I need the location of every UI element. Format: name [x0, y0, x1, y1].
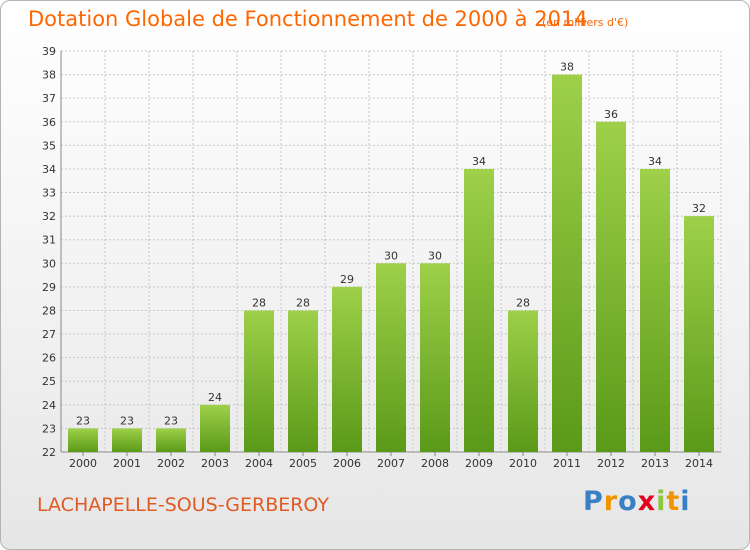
proxiti-letter: P — [583, 486, 604, 517]
x-tick-label-2013: 2013 — [641, 457, 669, 470]
proxiti-letter: i — [656, 486, 667, 517]
x-tick-label-2003: 2003 — [201, 457, 229, 470]
y-tick-label: 31 — [42, 234, 56, 247]
bar-2007 — [376, 263, 406, 452]
y-tick-label: 32 — [42, 210, 56, 223]
bar-2004 — [244, 310, 274, 452]
value-label-2013: 34 — [648, 155, 662, 168]
labels: 23 23 23 24 28 28 29 30 30 34 28 38 36 34 32 — [76, 61, 706, 428]
proxiti-letter: i — [680, 486, 691, 517]
bar-2000 — [68, 428, 98, 452]
y-tick-label: 28 — [42, 304, 56, 317]
y-tick-label: 35 — [42, 139, 56, 152]
y-tick-label: 39 — [42, 45, 56, 58]
x-tick-label-2008: 2008 — [421, 457, 449, 470]
x-tick-label-2012: 2012 — [597, 457, 625, 470]
value-label-2010: 28 — [516, 296, 530, 309]
bars — [68, 74, 714, 453]
chart-title: Dotation Globale de Fonctionnement de 20… — [28, 7, 588, 31]
bar-2008 — [420, 263, 450, 452]
bar-2002 — [156, 428, 186, 452]
value-label-2011: 38 — [560, 61, 574, 74]
y-tick-label: 23 — [42, 422, 56, 435]
x-tick-label-2000: 2000 — [69, 457, 97, 470]
y-tick-label: 27 — [42, 328, 56, 341]
y-tick-label: 29 — [42, 281, 56, 294]
y-tick-label: 24 — [42, 399, 56, 412]
y-tick-label: 34 — [42, 163, 56, 176]
proxiti-letter: t — [666, 486, 681, 517]
value-label-2004: 28 — [252, 296, 266, 309]
value-label-2000: 23 — [76, 414, 90, 427]
x-tick-label-2007: 2007 — [377, 457, 405, 470]
value-label-2001: 23 — [120, 414, 134, 427]
y-tick-label: 33 — [42, 187, 56, 200]
y-tick-label: 37 — [42, 92, 56, 105]
x-tick-label-2001: 2001 — [113, 457, 141, 470]
value-label-2012: 36 — [604, 108, 618, 121]
y-tick-label: 25 — [42, 375, 56, 388]
value-label-2009: 34 — [472, 155, 486, 168]
value-label-2014: 32 — [692, 202, 706, 215]
bar-2003 — [200, 404, 230, 452]
bar-2011 — [552, 74, 582, 453]
x-tick-label-2006: 2006 — [333, 457, 361, 470]
bar-2005 — [288, 310, 318, 452]
y-tick-label: 30 — [42, 257, 56, 270]
value-label-2003: 24 — [208, 391, 222, 404]
axes: 22 23 24 25 26 27 28 29 30 31 32 33 34 35 36 37 38 39 2000… — [42, 45, 721, 470]
bar-2009 — [464, 168, 494, 453]
x-tick-label-2004: 2004 — [245, 457, 273, 470]
x-tick-label-2002: 2002 — [157, 457, 185, 470]
proxiti-logo: Proxiti — [583, 486, 691, 517]
x-tick-label-2009: 2009 — [465, 457, 493, 470]
x-tick-label-2005: 2005 — [289, 457, 317, 470]
value-label-2005: 28 — [296, 296, 310, 309]
proxiti-letter: o — [618, 486, 638, 517]
bar-2013 — [640, 168, 670, 453]
y-tick-label: 38 — [42, 69, 56, 82]
value-label-2006: 29 — [340, 273, 354, 286]
x-tick-label-2014: 2014 — [685, 457, 713, 470]
unit-note: (en milliers d'€) — [542, 16, 629, 29]
value-label-2002: 23 — [164, 414, 178, 427]
proxiti-letter: x — [637, 486, 657, 517]
bar-2001 — [112, 428, 142, 452]
value-label-2008: 30 — [428, 249, 442, 262]
y-tick-label: 22 — [42, 446, 56, 459]
bar-2014 — [684, 216, 714, 452]
x-tick-label-2010: 2010 — [509, 457, 537, 470]
bar-2010 — [508, 310, 538, 452]
commune-name: LACHAPELLE-SOUS-GERBEROY — [37, 494, 329, 516]
value-label-2007: 30 — [384, 249, 398, 262]
y-tick-label: 26 — [42, 352, 56, 365]
bar-2006 — [332, 286, 362, 452]
y-tick-label: 36 — [42, 116, 56, 129]
proxiti-letter: r — [603, 486, 619, 517]
x-tick-label-2011: 2011 — [553, 457, 581, 470]
bar-2012 — [596, 121, 626, 452]
